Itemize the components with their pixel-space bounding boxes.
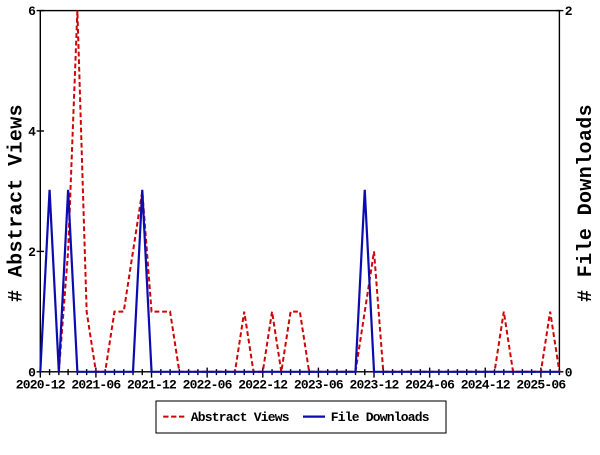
svg-text:2: 2 xyxy=(565,4,573,19)
svg-text:0: 0 xyxy=(565,365,573,380)
svg-text:2025-06: 2025-06 xyxy=(516,377,566,392)
svg-text:2022-06: 2022-06 xyxy=(183,377,233,392)
svg-text:2021-12: 2021-12 xyxy=(127,377,177,392)
svg-text:0: 0 xyxy=(28,365,36,380)
svg-text:2024-06: 2024-06 xyxy=(405,377,455,392)
svg-text:2020-12: 2020-12 xyxy=(16,377,66,392)
svg-text:Abstract Views: Abstract Views xyxy=(191,410,290,425)
svg-text:File Downloads: File Downloads xyxy=(331,410,430,425)
svg-text:# File Downloads: # File Downloads xyxy=(575,104,598,302)
svg-text:# Abstract Views: # Abstract Views xyxy=(6,104,29,302)
svg-text:2021-06: 2021-06 xyxy=(71,377,121,392)
svg-text:2022-12: 2022-12 xyxy=(238,377,288,392)
svg-text:2: 2 xyxy=(28,245,36,260)
svg-text:2024-12: 2024-12 xyxy=(461,377,511,392)
svg-text:2023-12: 2023-12 xyxy=(350,377,400,392)
svg-text:4: 4 xyxy=(28,125,36,140)
svg-text:2023-06: 2023-06 xyxy=(294,377,344,392)
svg-text:6: 6 xyxy=(28,4,36,19)
